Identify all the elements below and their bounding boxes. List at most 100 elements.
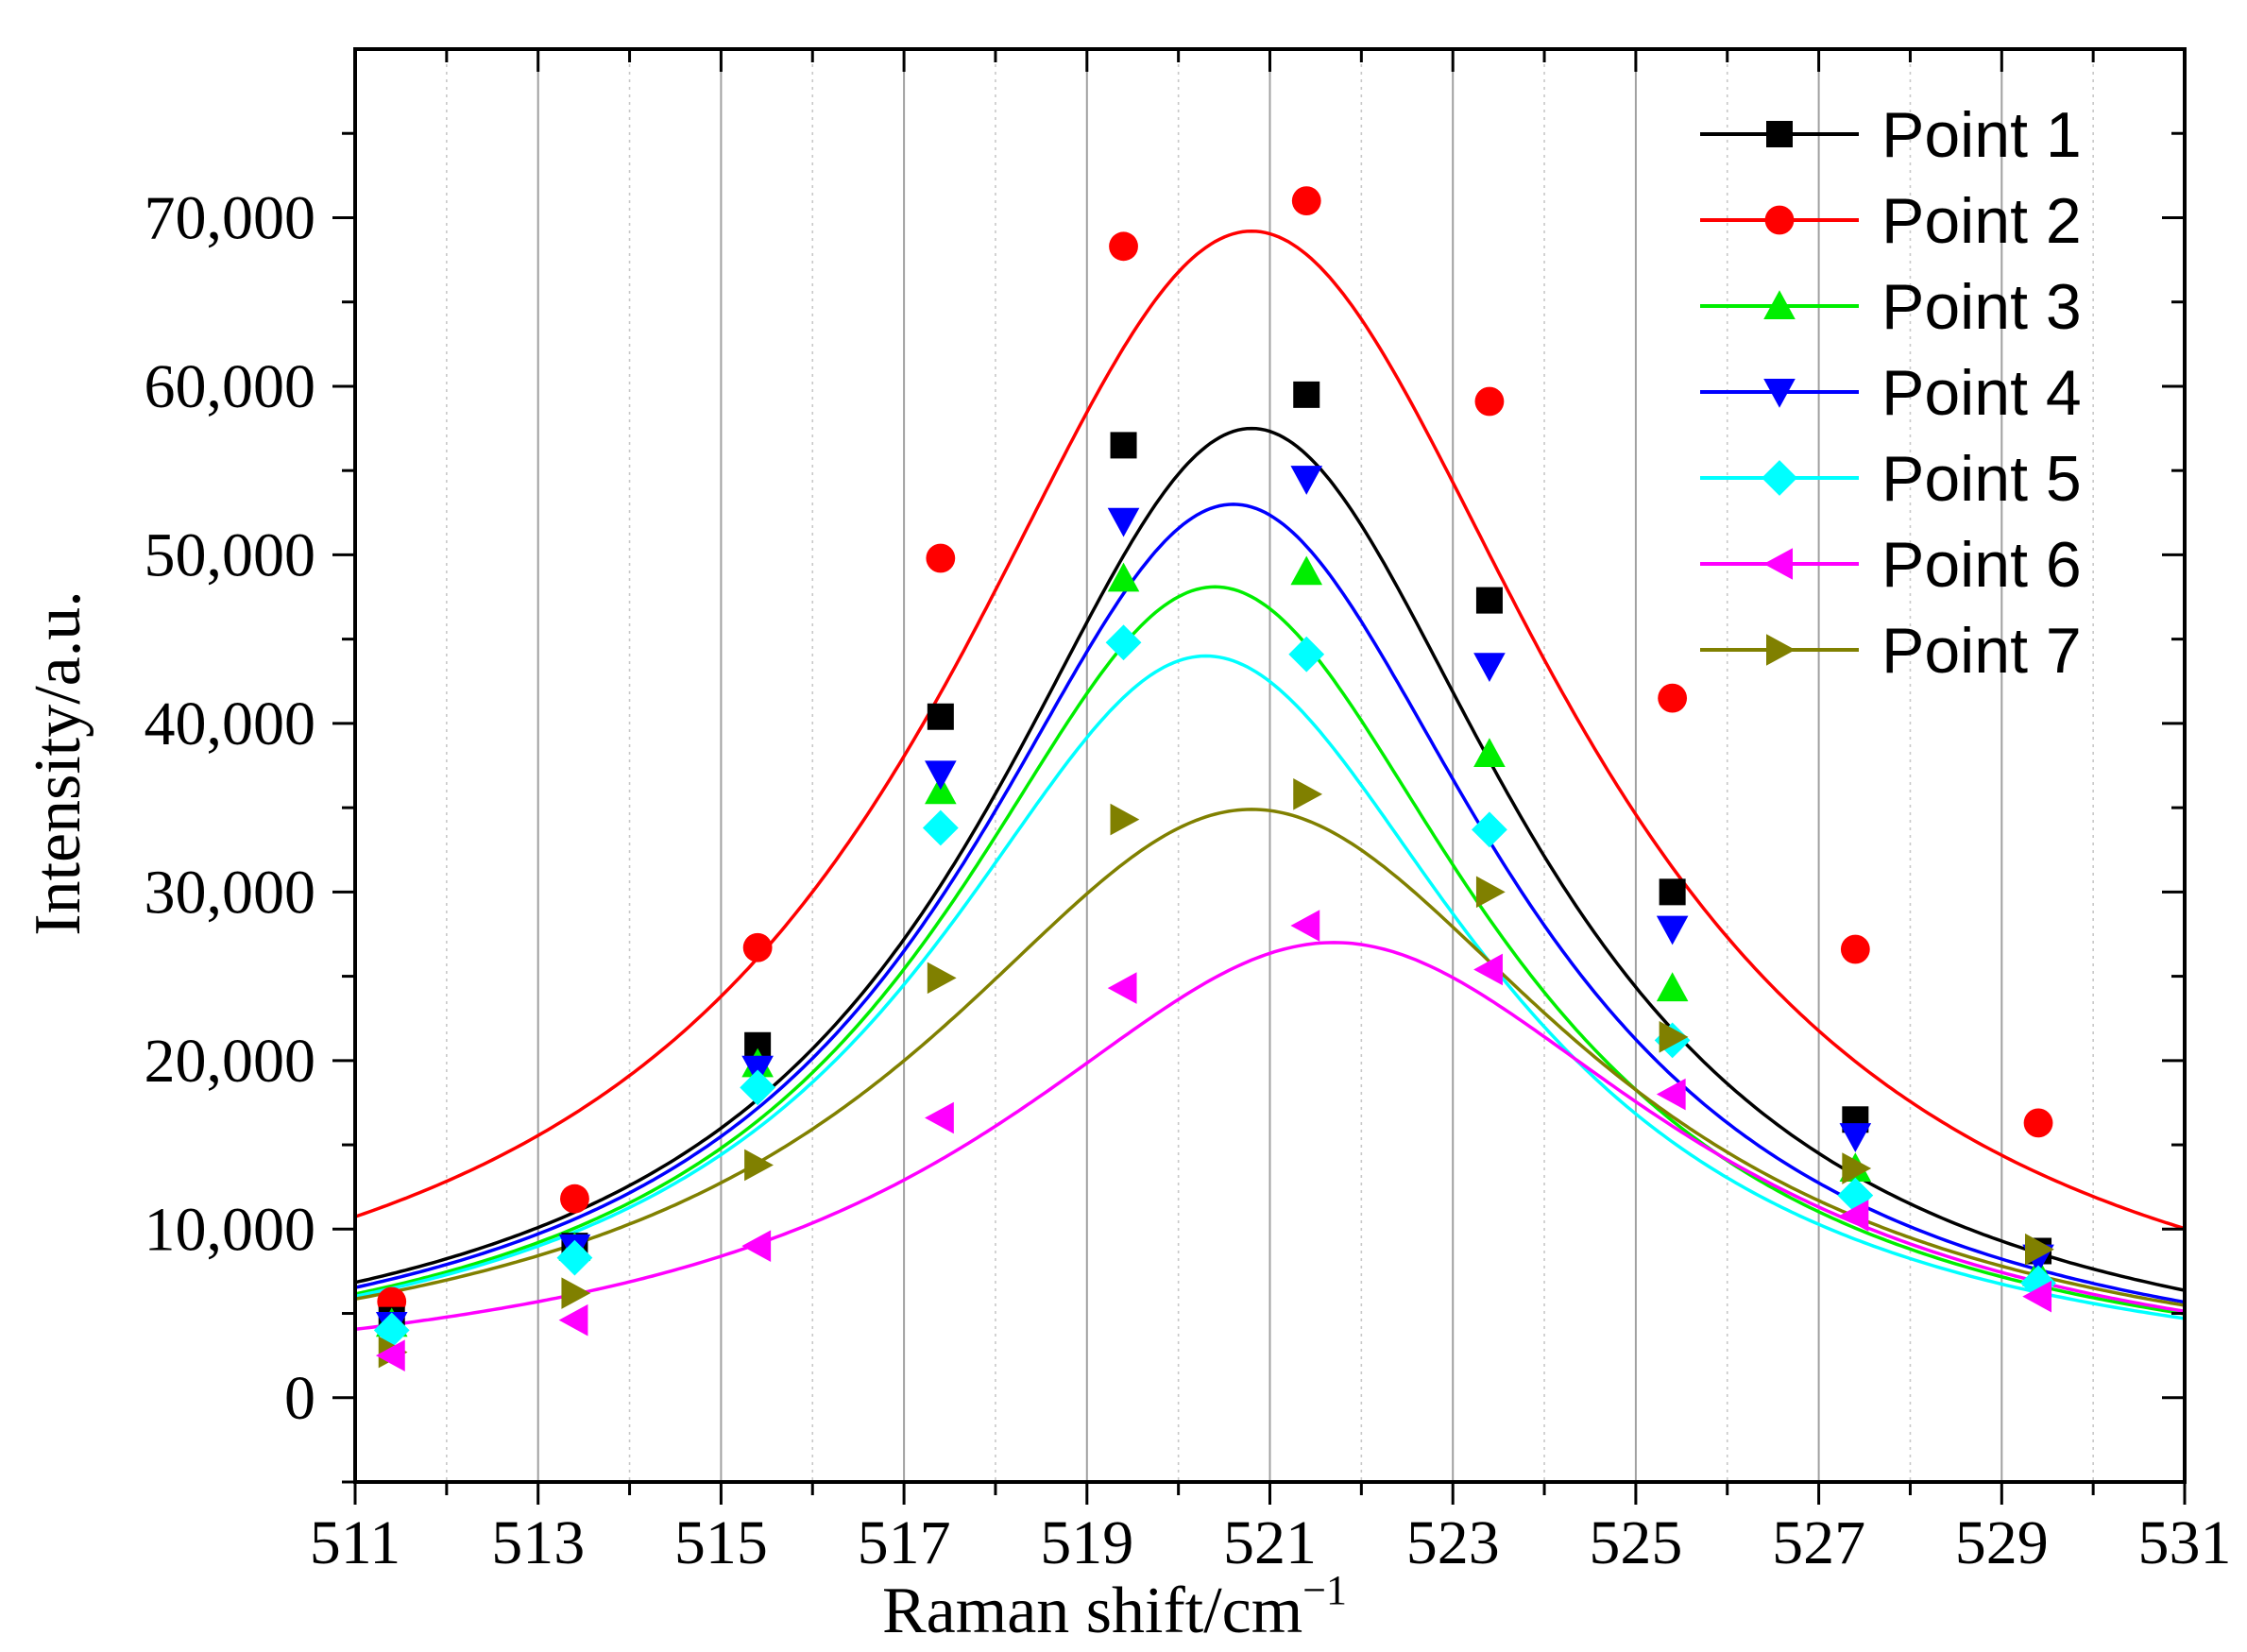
- data-point-series-2: [2023, 1108, 2053, 1138]
- data-point-series-7: [2025, 1233, 2054, 1266]
- x-tick-label: 515: [674, 1508, 768, 1577]
- data-point-series-7: [1659, 1021, 1689, 1053]
- data-point-series-6: [741, 1230, 772, 1262]
- data-point-series-3: [1107, 562, 1140, 592]
- y-axis-title: Intensity/a.u.: [22, 590, 94, 935]
- data-point-series-7: [1475, 876, 1506, 909]
- data-point-series-6: [1107, 972, 1137, 1004]
- x-tick-label: 519: [1040, 1508, 1133, 1577]
- legend-label-6: Point 6: [1881, 529, 2082, 601]
- data-point-series-2: [1109, 231, 1138, 262]
- x-tick-label: 523: [1406, 1508, 1500, 1577]
- legend-label-1: Point 1: [1881, 99, 2082, 171]
- legend: Point 1 Point 2 Point 3 Point 4 Point 5 Point…: [1700, 99, 2082, 687]
- x-tick-label: 525: [1589, 1508, 1682, 1577]
- data-point-series-4: [925, 760, 957, 791]
- data-point-series-5: [740, 1069, 776, 1106]
- data-point-series-2: [1658, 683, 1688, 713]
- data-point-series-5: [1472, 811, 1507, 848]
- data-point-series-4: [1656, 915, 1689, 945]
- y-tick-label: 40,000: [145, 690, 316, 758]
- data-point-series-7: [744, 1149, 774, 1182]
- data-point-series-2: [742, 932, 773, 962]
- data-point-series-7: [1293, 778, 1323, 810]
- data-point-series-7: [1842, 1152, 1872, 1184]
- data-point-series-4: [1473, 653, 1506, 683]
- y-tick-label: 20,000: [145, 1027, 316, 1096]
- fit-curve-7: [354, 808, 2186, 1307]
- x-tick-label: 531: [2138, 1508, 2232, 1577]
- legend-label-4: Point 4: [1881, 357, 2082, 429]
- data-point-series-5: [1837, 1177, 1874, 1214]
- data-point-series-6: [375, 1339, 405, 1371]
- data-markers: [373, 186, 2056, 1371]
- data-point-series-1: [927, 703, 954, 730]
- data-point-series-7: [561, 1277, 591, 1309]
- legend-marker-5: [1762, 460, 1797, 496]
- legend-label-3: Point 3: [1881, 271, 2082, 343]
- x-tick-label: 527: [1772, 1508, 1865, 1577]
- data-point-series-6: [1656, 1078, 1686, 1111]
- data-point-series-2: [1840, 934, 1870, 964]
- legend-marker-6: [1763, 548, 1793, 580]
- legend-marker-3: [1763, 290, 1796, 319]
- data-point-series-7: [1110, 803, 1140, 836]
- data-point-series-6: [1290, 910, 1320, 942]
- data-point-series-6: [1839, 1200, 1869, 1232]
- x-tick-label: 517: [858, 1508, 951, 1577]
- fit-curve-6: [354, 941, 2186, 1332]
- data-point-series-6: [1473, 953, 1503, 986]
- data-point-series-5: [922, 809, 959, 846]
- data-point-series-4: [1839, 1123, 1872, 1152]
- data-point-series-1: [1110, 432, 1137, 459]
- grid-lines: [446, 49, 2094, 1482]
- fit-curve-2: [354, 229, 2186, 1231]
- y-tick-label: 50,000: [145, 520, 316, 589]
- x-axis-title-superscript: −1: [1302, 1567, 1347, 1613]
- y-tick-label: 60,000: [145, 352, 316, 421]
- data-point-series-2: [560, 1184, 589, 1214]
- fit-curves: [354, 229, 2186, 1332]
- legend-label-2: Point 2: [1881, 185, 2082, 257]
- fit-curve-5: [354, 654, 2186, 1320]
- fit-curve-4: [354, 502, 2186, 1304]
- y-tick-label: 0: [284, 1364, 315, 1433]
- data-point-series-1: [1659, 878, 1686, 906]
- legend-marker-7: [1766, 634, 1796, 666]
- data-point-series-2: [1474, 386, 1505, 417]
- data-point-series-1: [1293, 381, 1320, 408]
- data-point-series-2: [926, 543, 956, 573]
- x-tick-label: 511: [310, 1508, 401, 1577]
- x-tick-label: 529: [1955, 1508, 2049, 1577]
- data-point-series-3: [1473, 738, 1506, 768]
- data-point-series-6: [558, 1303, 588, 1337]
- legend-label-7: Point 7: [1881, 615, 2082, 687]
- y-tick-label: 70,000: [145, 183, 316, 252]
- data-point-series-3: [1290, 555, 1323, 586]
- data-point-series-5: [2020, 1265, 2056, 1302]
- x-tick-label: 521: [1223, 1508, 1317, 1577]
- y-tick-label: 30,000: [145, 858, 316, 927]
- data-point-series-4: [1107, 507, 1140, 537]
- legend-marker-2: [1764, 205, 1795, 235]
- data-point-series-6: [925, 1101, 954, 1134]
- data-point-series-5: [1105, 624, 1142, 661]
- data-point-series-2: [1291, 186, 1321, 216]
- data-point-series-5: [1288, 636, 1325, 673]
- data-point-series-4: [1290, 466, 1323, 495]
- legend-marker-1: [1766, 121, 1793, 147]
- legend-marker-4: [1763, 379, 1796, 408]
- data-point-series-7: [927, 962, 957, 995]
- data-point-series-5: [556, 1239, 593, 1276]
- fit-curve-3: [354, 585, 2186, 1316]
- axis-ticks: [332, 49, 2187, 1505]
- x-tick-label: 513: [491, 1508, 585, 1577]
- axis-tick-labels: 511 513 515 517 519 521 523 525 527 529 531 0 10,000…: [145, 183, 2232, 1577]
- data-point-series-3: [1656, 972, 1689, 1002]
- y-tick-label: 10,000: [145, 1195, 316, 1264]
- data-point-series-1: [1475, 587, 1503, 614]
- fit-curve-1: [354, 426, 2186, 1292]
- data-point-series-6: [2022, 1280, 2052, 1313]
- x-axis-title: Raman shift/cm−1: [882, 1567, 1347, 1647]
